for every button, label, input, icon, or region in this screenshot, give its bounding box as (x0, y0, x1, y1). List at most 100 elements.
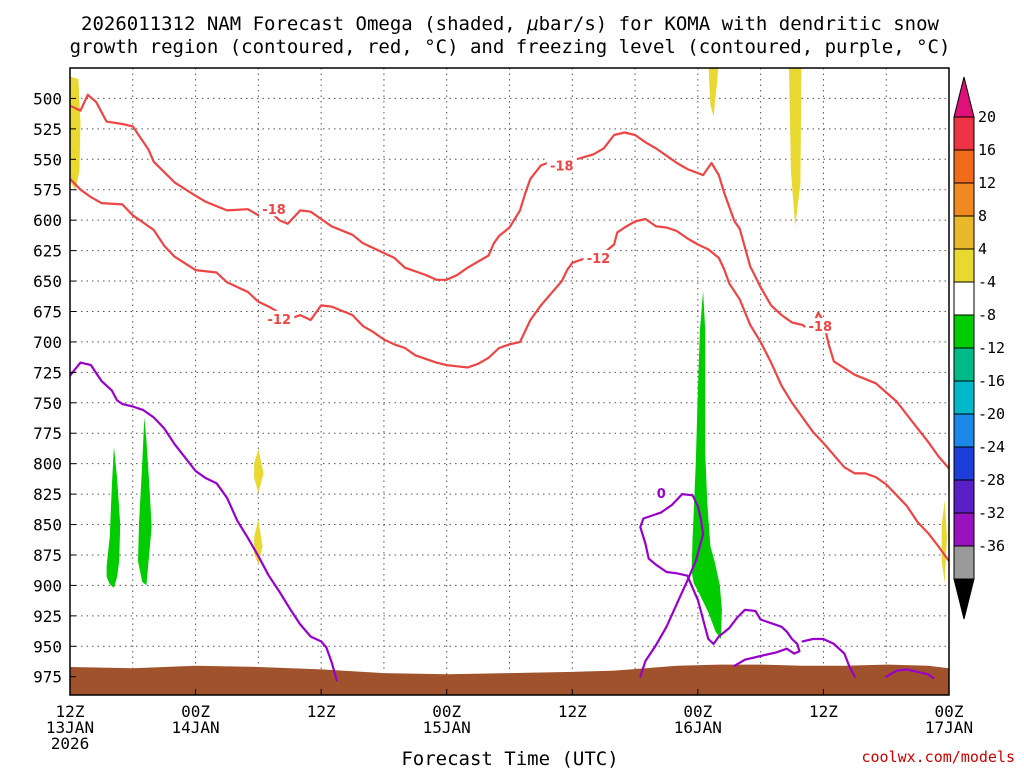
colorbar-label: -4 (978, 273, 996, 291)
x-tick-label: 12Z (307, 702, 336, 721)
colorbar-band (953, 182, 975, 217)
colorbar-label: 12 (978, 174, 996, 192)
x-tick-label: 13JAN (46, 718, 94, 737)
colorbar-band (953, 281, 975, 316)
colorbar-band (953, 479, 975, 514)
plot-frame (69, 67, 950, 696)
y-tick-label: 575 (33, 181, 62, 200)
y-tick-label: 675 (33, 302, 62, 321)
contour-labels: -18 -18 -18 -12 -12 0 (259, 157, 836, 502)
contour-line (801, 637, 856, 678)
y-tick-label: 625 (33, 242, 62, 261)
colorbar-band (953, 380, 975, 415)
colorbar-band (953, 413, 975, 448)
y-tick-label: 900 (33, 576, 62, 595)
contour-line (70, 361, 338, 682)
contour-label: 0 (657, 487, 666, 502)
colorbar-band (953, 347, 975, 382)
colorbar-label: -8 (978, 306, 996, 324)
y-tick-label: 875 (33, 546, 62, 565)
x-tick-label: 00Z (935, 702, 964, 721)
y-tick-label: 825 (33, 485, 62, 504)
contour-label-bg (583, 249, 614, 265)
colorbar-band (953, 215, 975, 250)
y-tick-label: 975 (33, 668, 62, 687)
colorbar-band (953, 446, 975, 481)
x-tick-label: 17JAN (925, 718, 973, 737)
contour-label-bg (546, 157, 577, 173)
x-tick-label: 16JAN (674, 718, 722, 737)
contour-label: -18 (262, 203, 286, 218)
y-tick-label: 525 (33, 120, 62, 139)
colorbar-label: 16 (978, 141, 996, 159)
x-axis-title: Forecast Time (UTC) (401, 748, 618, 768)
x-tick-label: 00Z (683, 702, 712, 721)
colorbar: 20 16 12 8 4 -4 -8 -12 -16 -20 -24 -28 -32 -36 (953, 76, 1005, 620)
y-tick-label: 650 (33, 272, 62, 291)
x-tick-label: 12Z (809, 702, 838, 721)
contour-label: -12 (587, 252, 611, 267)
colorbar-bottom-arrow (953, 578, 975, 620)
contour-label-bg (656, 484, 667, 500)
omega-shade-region (106, 446, 121, 588)
contour-label-bg (264, 310, 295, 326)
y-tick-label: 550 (33, 150, 62, 169)
colorbar-band (953, 545, 975, 580)
colorbar-label: -28 (978, 471, 1005, 489)
x-tick-label: 15JAN (423, 718, 471, 737)
omega-shade-region (789, 68, 802, 227)
omega-shade-region (941, 500, 947, 583)
x-tick-label: 00Z (432, 702, 461, 721)
x-tick-label: 00Z (181, 702, 210, 721)
colorbar-label: 4 (978, 240, 987, 258)
terrain-fill (70, 664, 949, 695)
colorbar-top-arrow (953, 76, 975, 118)
colorbar-band (953, 149, 975, 184)
chart-title-line1: 2026011312 NAM Forecast Omega (shaded, μ… (81, 13, 940, 35)
contour-line (639, 493, 801, 678)
y-tick-label: 925 (33, 607, 62, 626)
y-tick-label: 775 (33, 424, 62, 443)
y-tick-label: 800 (33, 455, 62, 474)
contour-label-bg (259, 201, 290, 217)
contour-line (70, 177, 949, 563)
contour-line (885, 668, 935, 680)
x-tick-label: 12Z (558, 702, 587, 721)
contour-label-bg (805, 318, 836, 334)
omega-shade-region (138, 417, 152, 586)
chart-title-line2: growth region (contoured, red, °C) and f… (70, 36, 951, 58)
omega-shade-region (70, 76, 81, 190)
terrain (70, 664, 949, 695)
colorbar-label: -24 (978, 438, 1005, 456)
colorbar-label: 20 (978, 108, 996, 126)
colorbar-label: -12 (978, 339, 1005, 357)
contour-label: -18 (550, 159, 574, 174)
y-tick-label: 500 (33, 89, 62, 108)
x-tick-label: 2026 (51, 734, 90, 753)
colorbar-band (953, 116, 975, 151)
credit-text: coolwx.com/models (861, 748, 1015, 766)
contour-label: -12 (268, 313, 292, 328)
colorbar-band (953, 248, 975, 283)
colorbar-label: -16 (978, 372, 1005, 390)
colorbar-label: -32 (978, 504, 1005, 522)
y-tick-label: 850 (33, 516, 62, 535)
x-tick-label: 14JAN (171, 718, 219, 737)
colorbar-band (953, 512, 975, 547)
y-tick-label: 600 (33, 211, 62, 230)
y-tick-label: 725 (33, 363, 62, 382)
y-axis: 500 525 550 575 600 625 650 675 700 725 750 775 800 8… (33, 89, 76, 687)
y-tick-label: 700 (33, 333, 62, 352)
x-tick-label: 12Z (56, 702, 85, 721)
y-tick-label: 750 (33, 394, 62, 413)
colorbar-label: -36 (978, 537, 1005, 555)
colorbar-band (953, 314, 975, 349)
contour-label: -18 (809, 320, 833, 335)
omega-shade-region (254, 449, 264, 493)
colorbar-label: 8 (978, 207, 987, 225)
y-tick-label: 950 (33, 637, 62, 656)
omega-shade-region (708, 68, 719, 117)
colorbar-label: -20 (978, 405, 1005, 423)
